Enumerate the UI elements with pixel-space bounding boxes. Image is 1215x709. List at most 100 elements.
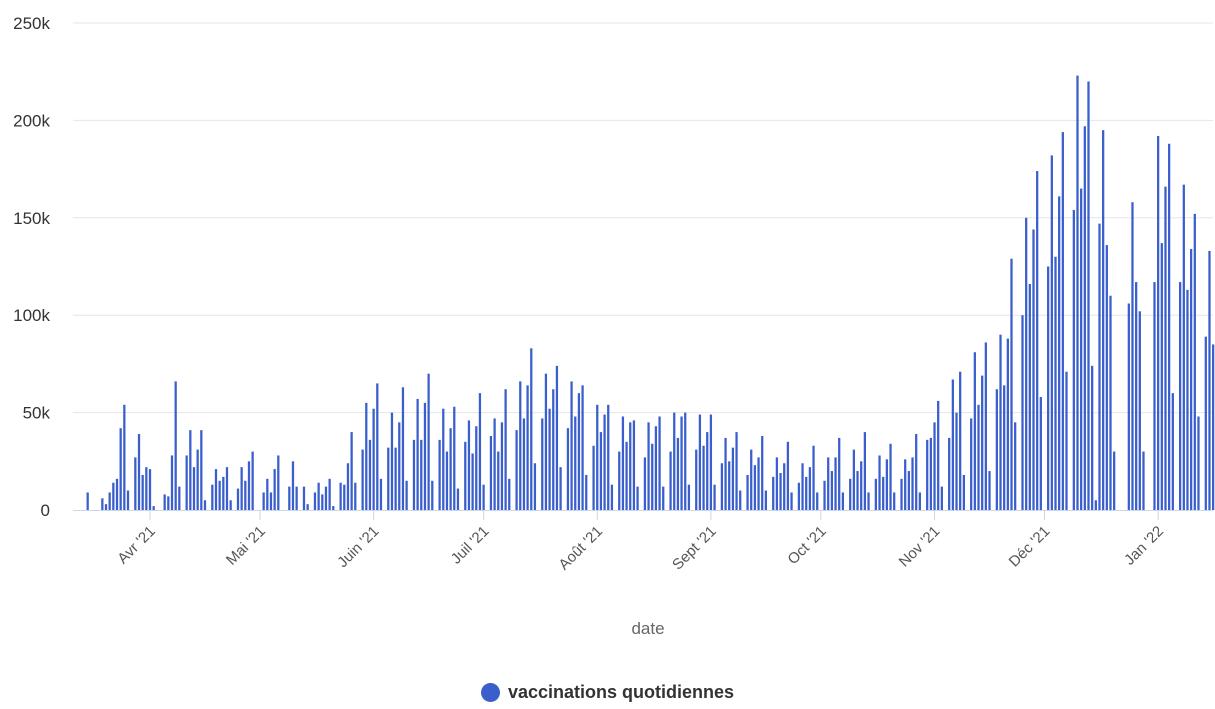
bar[interactable] [603, 414, 606, 510]
bar[interactable] [962, 474, 965, 510]
bar[interactable] [497, 451, 500, 510]
bar[interactable] [115, 478, 119, 510]
bar[interactable] [779, 472, 782, 510]
bar[interactable] [790, 492, 793, 510]
bar[interactable] [900, 478, 903, 510]
bar[interactable] [1094, 500, 1097, 510]
bar[interactable] [566, 428, 570, 510]
bar[interactable] [112, 482, 115, 510]
bar[interactable] [926, 439, 929, 510]
bar[interactable] [585, 474, 588, 510]
bar[interactable] [218, 480, 221, 510]
bar[interactable] [471, 453, 474, 510]
bar[interactable] [720, 463, 724, 510]
bar[interactable] [291, 461, 295, 510]
bar[interactable] [1204, 336, 1207, 510]
bar[interactable] [834, 457, 837, 510]
bar[interactable] [445, 451, 449, 510]
bar[interactable] [1080, 188, 1083, 510]
bar[interactable] [676, 437, 680, 510]
bar[interactable] [1127, 303, 1130, 510]
bar[interactable] [170, 455, 174, 510]
bar[interactable] [907, 471, 910, 510]
bar[interactable] [174, 381, 177, 510]
bar[interactable] [669, 451, 672, 510]
bar[interactable] [911, 457, 914, 510]
bar[interactable] [141, 474, 144, 510]
bar[interactable] [489, 435, 493, 510]
bar[interactable] [1006, 338, 1009, 510]
bar[interactable] [1157, 135, 1160, 511]
bar[interactable] [269, 492, 273, 510]
bar[interactable] [236, 488, 240, 510]
bar[interactable] [229, 500, 232, 510]
bar[interactable] [841, 492, 845, 510]
bar[interactable] [387, 447, 390, 510]
bar[interactable] [698, 414, 702, 510]
bar[interactable] [680, 416, 683, 511]
bar[interactable] [390, 412, 394, 510]
bar[interactable] [427, 373, 430, 510]
bar[interactable] [823, 480, 826, 510]
bar[interactable] [478, 393, 482, 510]
bar[interactable] [1039, 397, 1042, 510]
bar[interactable] [970, 418, 973, 510]
bar[interactable] [933, 422, 936, 510]
bar[interactable] [995, 389, 998, 510]
bar[interactable] [643, 457, 647, 510]
bar[interactable] [658, 416, 661, 511]
bar[interactable] [673, 412, 676, 510]
bar[interactable] [999, 334, 1002, 510]
bar[interactable] [1050, 155, 1053, 510]
bar[interactable] [544, 373, 548, 510]
bar[interactable] [695, 449, 698, 510]
bar[interactable] [618, 451, 621, 510]
bar[interactable] [856, 471, 859, 510]
bar[interactable] [812, 445, 815, 510]
bar[interactable] [405, 480, 408, 510]
bar[interactable] [368, 439, 372, 510]
bar[interactable] [885, 459, 888, 510]
bar[interactable] [1212, 344, 1215, 510]
bar[interactable] [805, 476, 808, 510]
bar[interactable] [104, 504, 108, 510]
bar[interactable] [1102, 130, 1105, 510]
bar[interactable] [1190, 248, 1193, 510]
bar[interactable] [878, 455, 881, 510]
bar[interactable] [973, 352, 976, 510]
bar[interactable] [1036, 171, 1039, 511]
bar[interactable] [1047, 266, 1050, 511]
bar[interactable] [849, 478, 852, 510]
bar[interactable] [185, 455, 188, 510]
bar[interactable] [548, 408, 551, 510]
bar[interactable] [867, 492, 870, 510]
bar[interactable] [1135, 282, 1138, 510]
bar[interactable] [119, 428, 122, 510]
bar[interactable] [1054, 256, 1057, 510]
bar[interactable] [687, 484, 691, 510]
bar[interactable] [449, 428, 452, 510]
bar[interactable] [313, 492, 317, 510]
bar[interactable] [621, 416, 625, 511]
bar[interactable] [343, 484, 346, 510]
bar[interactable] [739, 490, 742, 510]
bar[interactable] [702, 445, 705, 510]
bar[interactable] [420, 439, 423, 510]
bar[interactable] [1105, 245, 1108, 510]
bar[interactable] [1098, 223, 1101, 510]
bar[interactable] [1164, 186, 1167, 510]
bar[interactable] [731, 447, 735, 510]
bar[interactable] [1061, 132, 1064, 510]
bar[interactable] [134, 457, 137, 510]
legend-item[interactable]: vaccinations quotidiennes [480, 682, 734, 703]
bar[interactable] [101, 498, 104, 510]
bar[interactable] [222, 476, 225, 510]
bar[interactable] [482, 484, 485, 510]
bar[interactable] [302, 486, 306, 510]
bar[interactable] [412, 439, 416, 510]
bar[interactable] [126, 490, 130, 510]
bar[interactable] [940, 486, 943, 510]
bar[interactable] [889, 443, 892, 510]
bar[interactable] [522, 418, 526, 510]
bar[interactable] [1091, 365, 1094, 510]
